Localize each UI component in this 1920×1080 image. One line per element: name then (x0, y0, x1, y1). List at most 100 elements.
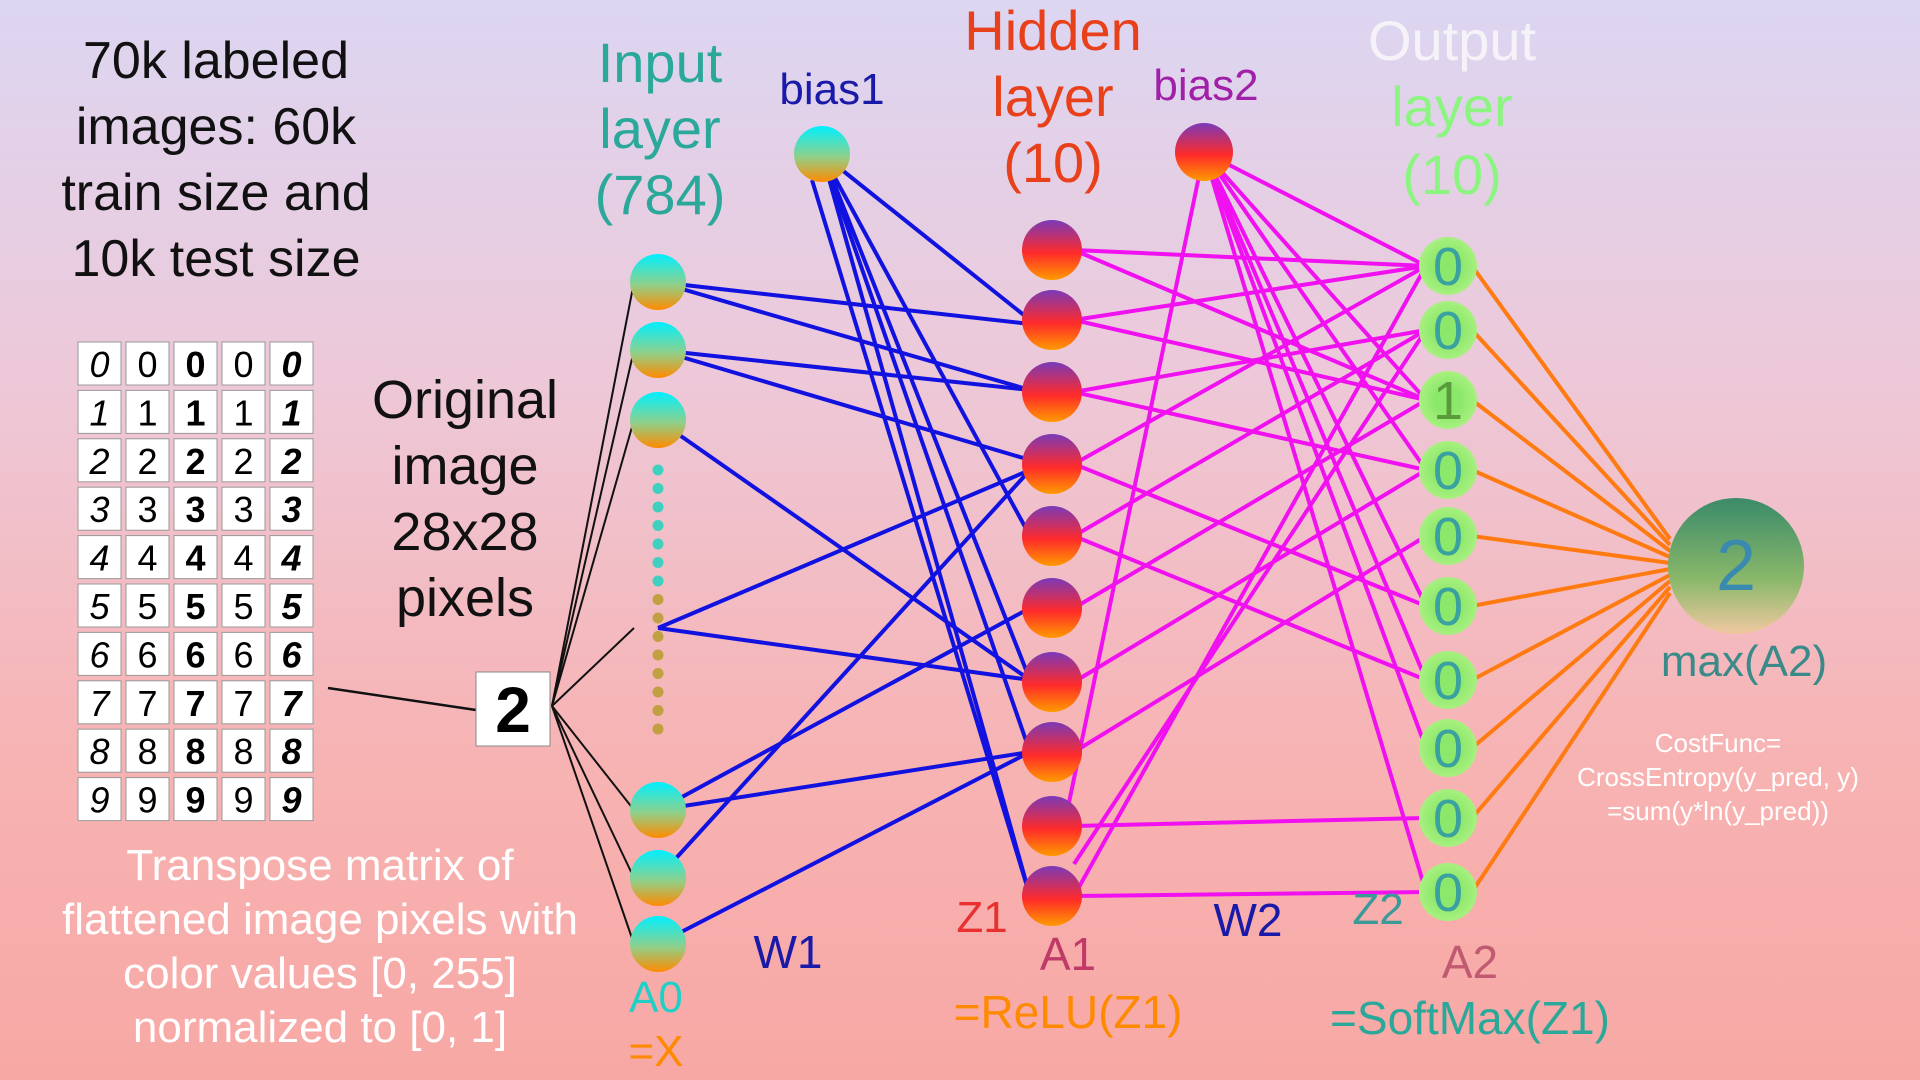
input-layer-title: Input layer (784) (595, 31, 726, 226)
output-value-5: 0 (1433, 577, 1463, 637)
input-ellipsis-dot (652, 723, 664, 735)
output-node-8 (1419, 789, 1477, 847)
a2-equation: =SoftMax(Z1) (1330, 992, 1610, 1044)
mnist-cell (269, 728, 314, 773)
out-line-6 (1471, 573, 1671, 682)
mnist-digit-2: 2 (88, 441, 109, 482)
mnist-cell (125, 728, 170, 773)
dataset-line-1: 70k labeled (83, 32, 349, 90)
mnist-cell (269, 680, 314, 725)
w1-line-5 (657, 468, 1031, 630)
mnist-cell (221, 389, 266, 434)
bias1-node (794, 126, 850, 182)
mnist-digit-5: 5 (185, 586, 205, 627)
original-image-label: Original image 28x28 pixels (372, 370, 558, 628)
img-line-4 (551, 705, 635, 879)
input-ellipsis-dot (652, 483, 664, 494)
output-node-6 (1419, 651, 1477, 709)
mnist-digit-5: 5 (233, 586, 253, 627)
mnist-cell (221, 680, 266, 725)
mnist-digit-9: 9 (185, 780, 205, 821)
mnist-sample-grid: 0 0 0 0 01 1 1 1 12 2 2 2 23 3 3 3 34 4 4 4 45 5 5 5 56 6 6 6 67 7 7 7 7… (77, 341, 314, 822)
w2-line-20 (1202, 151, 1428, 681)
input-digit-image: 2 (475, 671, 551, 747)
input-ellipsis-dot (652, 649, 664, 661)
mnist-digit-9: 9 (89, 780, 109, 821)
w2-line-12 (1072, 534, 1428, 754)
transpose-line-3: color values [0, 255] (123, 949, 517, 998)
mnist-digit-2: 2 (185, 441, 205, 482)
mnist-digit-1: 1 (137, 392, 157, 433)
mnist-digit-4: 4 (280, 538, 301, 579)
original-line-3: 28x28 (391, 502, 538, 562)
mnist-cell (77, 631, 122, 676)
original-line-2: image (391, 436, 538, 496)
mnist-digit-6: 6 (281, 634, 302, 675)
w2-line-6 (1073, 264, 1427, 466)
mnist-digit-8: 8 (185, 731, 205, 772)
output-layer-title: Output layer (10) (1368, 9, 1537, 206)
mnist-cell (269, 389, 314, 434)
a0-label: A0 (629, 973, 683, 1022)
mnist-digit-8: 8 (281, 731, 301, 772)
mnist-digit-7: 7 (89, 683, 111, 724)
mnist-digit-6: 6 (137, 634, 157, 675)
output-node-4 (1419, 507, 1477, 565)
w2-line-22 (1202, 151, 1428, 893)
output-value-0: 0 (1433, 237, 1463, 297)
input-ellipsis-dot (652, 501, 664, 513)
mnist-cell (77, 777, 122, 822)
w2-line-10 (1072, 398, 1428, 610)
mnist-cell (173, 438, 218, 483)
mnist-cell (173, 728, 218, 773)
input-ellipsis-dot (652, 520, 664, 531)
out-line-1 (1470, 328, 1672, 547)
w1-label: W1 (754, 926, 823, 978)
cost-line-1: CostFunc= (1655, 728, 1781, 758)
mnist-cell (173, 680, 218, 725)
mnist-digit-3: 3 (137, 489, 157, 530)
w2-line-18 (1202, 150, 1428, 402)
w2-line-16 (1072, 328, 1428, 866)
bias2-node (1175, 123, 1233, 181)
mnist-cell (125, 583, 170, 628)
w2-line-4 (1073, 328, 1427, 394)
transpose-line-2: flattened image pixels with (62, 895, 578, 944)
mnist-cell (77, 341, 122, 386)
mnist-cell (125, 631, 170, 676)
mnist-cell (269, 535, 314, 580)
input-ellipsis-dot (652, 464, 664, 476)
input-title-line-3: (784) (595, 163, 726, 226)
mnist-digit-8: 8 (233, 731, 253, 772)
w2-line-2 (1073, 264, 1427, 322)
input-node-4 (630, 850, 686, 906)
mnist-digit-5: 5 (281, 586, 302, 627)
hidden-node-1 (1022, 290, 1082, 350)
hidden-title-line-2: layer (992, 65, 1113, 128)
result-node (1668, 498, 1804, 634)
out-line-8 (1470, 585, 1672, 820)
mnist-cell (221, 583, 266, 628)
hidden-node-6 (1022, 652, 1082, 712)
output-value-8: 0 (1433, 789, 1463, 849)
original-line-1: Original (372, 370, 558, 430)
out-line-2 (1470, 398, 1672, 553)
img-line-6 (551, 627, 635, 707)
hidden-node-2 (1022, 362, 1082, 422)
transpose-description: Transpose matrix of flattened image pixe… (62, 841, 578, 1052)
mnist-digit-4: 4 (137, 538, 157, 579)
hidden-node-0 (1022, 220, 1082, 280)
mnist-cell (77, 535, 122, 580)
hidden-node-4 (1022, 506, 1082, 566)
mnist-digit-3: 3 (185, 489, 205, 530)
out-line-4 (1471, 534, 1671, 565)
out-line-9 (1470, 591, 1672, 894)
mnist-cell (125, 341, 170, 386)
mnist-digit-0: 0 (185, 344, 205, 385)
hidden-node-3 (1022, 434, 1082, 494)
w2-line-21 (1202, 151, 1428, 749)
mnist-digit-3: 3 (89, 489, 109, 530)
w1-line-7 (657, 606, 1031, 812)
w2-line-23 (1058, 151, 1206, 847)
